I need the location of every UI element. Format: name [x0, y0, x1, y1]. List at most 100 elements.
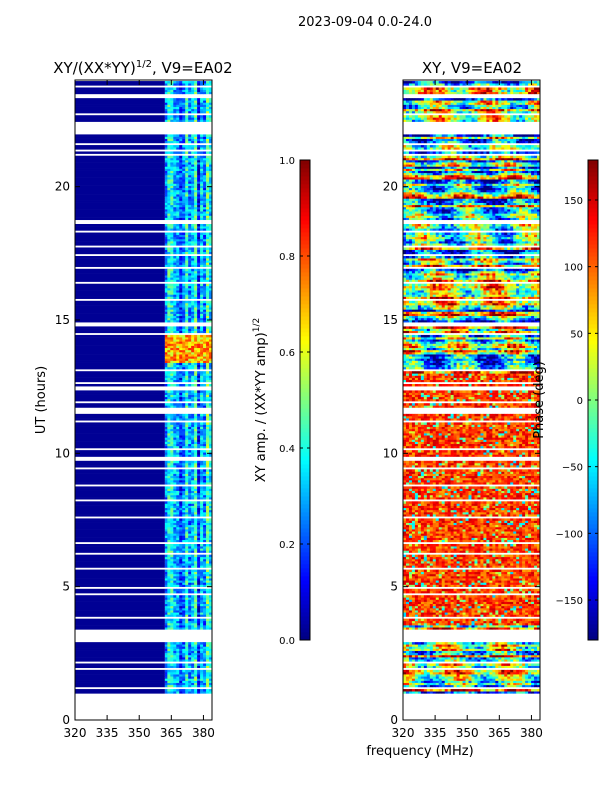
- heatmap-cell: [185, 189, 189, 193]
- heatmap-cell: [441, 663, 445, 666]
- heatmap-cell: [179, 674, 183, 677]
- heatmap-cell: [176, 663, 180, 666]
- heatmap-cell: [206, 413, 210, 417]
- heatmap-cell: [188, 196, 192, 199]
- heatmap-cell: [507, 646, 511, 649]
- heatmap-cell: [507, 648, 511, 651]
- heatmap-cell: [200, 213, 204, 216]
- heatmap-cell: [203, 439, 207, 442]
- heatmap-cell: [465, 650, 469, 654]
- heatmap-cell: [444, 648, 448, 651]
- heatmap-cell: [75, 317, 165, 321]
- heatmap-cell: [450, 691, 454, 694]
- heatmap-cell: [194, 320, 198, 323]
- heatmap-cell: [179, 497, 183, 500]
- heatmap-cell: [200, 328, 204, 331]
- heatmap-cell: [194, 405, 198, 408]
- heatmap-cell: [173, 443, 177, 447]
- heatmap-cell: [492, 646, 496, 649]
- heatmap-cell: [173, 537, 177, 541]
- heatmap-cell: [191, 354, 195, 357]
- heatmap-cell: [167, 657, 171, 660]
- heatmap-cell: [179, 360, 183, 363]
- heatmap-cell: [170, 343, 174, 346]
- heatmap-cell: [167, 674, 171, 677]
- heatmap-cell: [206, 243, 210, 246]
- heatmap-cell: [408, 676, 413, 679]
- heatmap-cell: [405, 682, 410, 686]
- heatmap-cell: [185, 215, 189, 218]
- heatmap-cell: [206, 366, 210, 370]
- heatmap-cell: [182, 377, 186, 381]
- heatmap-cell: [528, 676, 532, 679]
- heatmap-cell: [164, 228, 168, 231]
- heatmap-cell: [194, 473, 198, 477]
- heatmap-cell: [75, 390, 165, 393]
- heatmap-cell: [414, 682, 419, 686]
- heatmap-cell: [411, 646, 416, 649]
- heatmap-cell: [179, 362, 183, 366]
- heatmap-cell: [170, 580, 174, 583]
- heatmap-cell: [75, 398, 165, 402]
- heatmap-cell: [191, 526, 195, 530]
- heatmap-cell: [474, 672, 478, 675]
- heatmap-cell: [501, 689, 505, 692]
- heatmap-cell: [176, 669, 180, 673]
- heatmap-cell: [167, 213, 171, 216]
- heatmap-cell: [164, 509, 168, 513]
- heatmap-cell: [185, 462, 189, 466]
- heatmap-cell: [182, 437, 186, 440]
- heatmap-cell: [403, 648, 407, 651]
- heatmap-cell: [176, 185, 180, 189]
- heatmap-cell: [197, 462, 201, 466]
- y-tick-label: 5: [62, 580, 70, 594]
- heatmap-cell: [164, 87, 168, 90]
- heatmap-cell: [522, 691, 526, 694]
- heatmap-cell: [197, 460, 201, 464]
- heatmap-cell: [495, 652, 499, 656]
- heatmap-cell: [185, 136, 189, 139]
- heatmap-cell: [200, 676, 204, 679]
- heatmap-cell: [203, 405, 207, 408]
- heatmap-cell: [477, 691, 481, 694]
- heatmap-cell: [197, 390, 201, 393]
- heatmap-cell: [206, 362, 210, 366]
- heatmap-cell: [194, 394, 198, 398]
- heatmap-cell: [534, 672, 538, 675]
- heatmap-cell: [188, 620, 192, 624]
- heatmap-cell: [200, 659, 204, 662]
- heatmap-cell: [209, 288, 213, 291]
- heatmap-cell: [203, 236, 207, 240]
- heatmap-cell: [203, 309, 207, 312]
- heatmap-cell: [194, 475, 198, 479]
- heatmap-cell: [185, 625, 189, 628]
- heatmap-cell: [179, 654, 183, 658]
- heatmap-cell: [474, 646, 478, 649]
- heatmap-cell: [167, 362, 171, 366]
- heatmap-cell: [185, 366, 189, 370]
- heatmap-cell: [200, 302, 204, 306]
- heatmap-cell: [453, 676, 457, 679]
- heatmap-cell: [197, 622, 201, 626]
- heatmap-cell: [191, 356, 195, 359]
- heatmap-cell: [75, 366, 165, 370]
- heatmap-cell: [477, 650, 481, 654]
- heatmap-cell: [176, 213, 180, 216]
- heatmap-cell: [170, 433, 174, 436]
- heatmap-cell: [203, 177, 207, 180]
- heatmap-cell: [522, 665, 526, 669]
- heatmap-cell: [492, 682, 496, 686]
- heatmap-cell: [528, 665, 532, 669]
- heatmap-cell: [167, 422, 171, 425]
- heatmap-cell: [444, 650, 448, 654]
- heatmap-cell: [182, 680, 186, 683]
- heatmap-cell: [173, 507, 177, 511]
- heatmap-cell: [170, 646, 174, 649]
- heatmap-cell: [173, 260, 177, 263]
- heatmap-cell: [75, 684, 165, 688]
- heatmap-cell: [179, 507, 183, 511]
- heatmap-cell: [188, 273, 192, 276]
- heatmap-cell: [170, 512, 174, 515]
- heatmap-cell: [408, 684, 413, 688]
- heatmap-cell: [167, 682, 171, 686]
